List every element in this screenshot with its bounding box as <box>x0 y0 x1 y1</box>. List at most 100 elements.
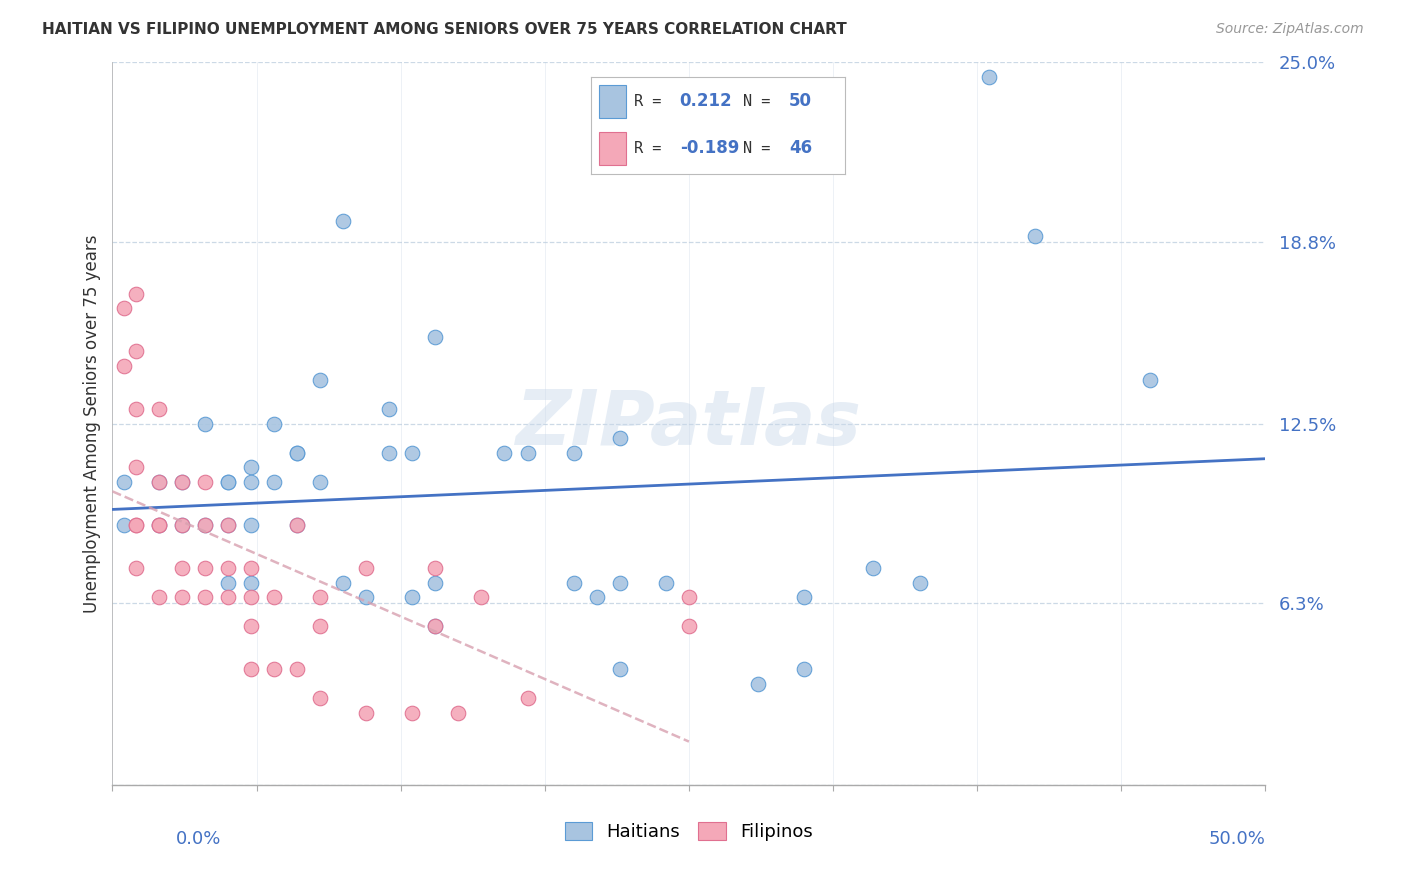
Text: Source: ZipAtlas.com: Source: ZipAtlas.com <box>1216 22 1364 37</box>
Point <box>908 575 931 590</box>
Point <box>425 619 447 633</box>
Point <box>655 575 678 590</box>
Y-axis label: Unemployment Among Seniors over 75 years: Unemployment Among Seniors over 75 years <box>83 235 101 613</box>
Point <box>194 417 217 431</box>
Point <box>170 561 193 575</box>
Point <box>609 431 631 445</box>
Point <box>354 590 377 604</box>
Point <box>194 561 217 575</box>
Point <box>239 575 262 590</box>
Point <box>263 590 285 604</box>
Point <box>239 590 262 604</box>
Point <box>148 402 170 417</box>
Point <box>401 445 423 459</box>
Text: HAITIAN VS FILIPINO UNEMPLOYMENT AMONG SENIORS OVER 75 YEARS CORRELATION CHART: HAITIAN VS FILIPINO UNEMPLOYMENT AMONG S… <box>42 22 846 37</box>
Point <box>309 373 332 387</box>
Point <box>217 475 239 489</box>
Point <box>239 619 262 633</box>
Point <box>285 517 308 532</box>
Point <box>747 677 769 691</box>
Point <box>678 619 700 633</box>
Legend: Haitians, Filipinos: Haitians, Filipinos <box>558 814 820 848</box>
Text: ZIPatlas: ZIPatlas <box>516 387 862 460</box>
Point <box>124 517 146 532</box>
Point <box>793 662 815 676</box>
Text: 50.0%: 50.0% <box>1209 830 1265 847</box>
Point <box>862 561 884 575</box>
Point <box>309 619 332 633</box>
Point <box>239 460 262 475</box>
Point <box>148 517 170 532</box>
Point <box>239 662 262 676</box>
Point <box>263 662 285 676</box>
Point <box>354 706 377 720</box>
Point <box>470 590 492 604</box>
Point <box>309 691 332 706</box>
Point <box>148 517 170 532</box>
Point <box>148 517 170 532</box>
Point <box>309 590 332 604</box>
Point <box>425 330 447 344</box>
Point <box>170 475 193 489</box>
Point <box>425 619 447 633</box>
Point <box>609 662 631 676</box>
Point <box>425 575 447 590</box>
Point <box>1139 373 1161 387</box>
Point <box>194 475 217 489</box>
Point <box>239 475 262 489</box>
Point <box>585 590 607 604</box>
Point <box>170 590 193 604</box>
Point <box>148 475 170 489</box>
Point <box>263 475 285 489</box>
Point <box>124 561 146 575</box>
Point <box>194 590 217 604</box>
Point <box>447 706 470 720</box>
Point <box>217 475 239 489</box>
Point <box>239 517 262 532</box>
Point <box>516 445 538 459</box>
Point <box>217 517 239 532</box>
Point <box>217 575 239 590</box>
Point <box>194 517 217 532</box>
Point <box>112 301 135 315</box>
Point <box>285 445 308 459</box>
Point <box>124 344 146 359</box>
Point <box>285 517 308 532</box>
Point <box>562 445 585 459</box>
Point <box>124 460 146 475</box>
Point <box>285 662 308 676</box>
Point <box>494 445 516 459</box>
Point <box>239 561 262 575</box>
Point <box>516 691 538 706</box>
Point <box>977 70 1000 84</box>
Point <box>148 590 170 604</box>
Point <box>309 475 332 489</box>
Point <box>425 561 447 575</box>
Point <box>170 475 193 489</box>
Point <box>401 590 423 604</box>
Point <box>285 445 308 459</box>
Point <box>401 706 423 720</box>
Point <box>332 575 354 590</box>
Point <box>793 590 815 604</box>
Point <box>1024 228 1046 243</box>
Point <box>678 590 700 604</box>
Point <box>217 517 239 532</box>
Point <box>170 517 193 532</box>
Point <box>217 561 239 575</box>
Point <box>354 561 377 575</box>
Point <box>112 475 135 489</box>
Point <box>148 475 170 489</box>
Point <box>378 402 401 417</box>
Point <box>112 517 135 532</box>
Point <box>112 359 135 373</box>
Point <box>609 575 631 590</box>
Point <box>378 445 401 459</box>
Point <box>170 517 193 532</box>
Point <box>263 417 285 431</box>
Point <box>217 590 239 604</box>
Point <box>124 402 146 417</box>
Point <box>124 517 146 532</box>
Point <box>194 517 217 532</box>
Point <box>124 286 146 301</box>
